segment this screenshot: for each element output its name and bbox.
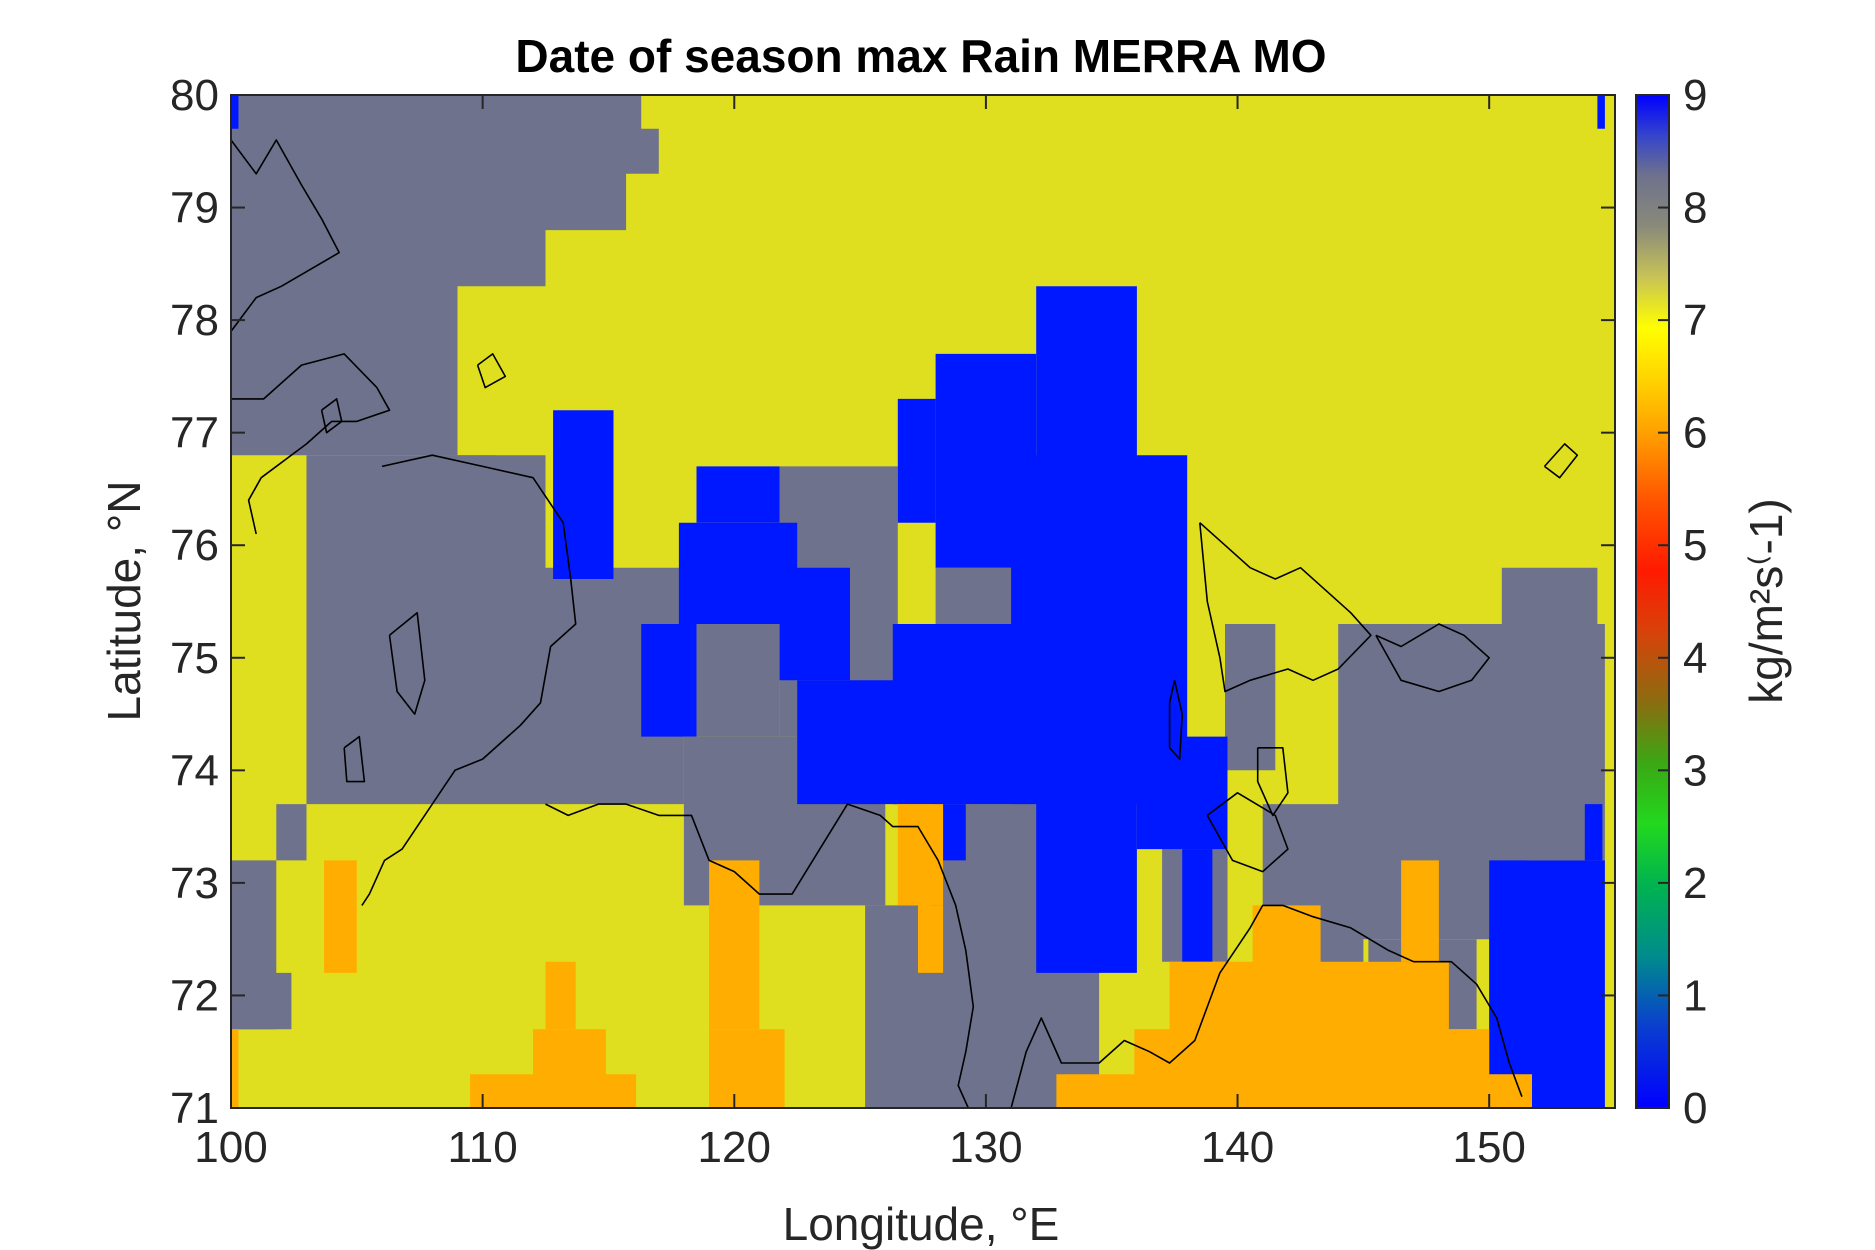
- y-tick-label-76: 76: [170, 521, 219, 570]
- region-cell-49: [1401, 860, 1439, 962]
- coastline-10: [388, 611, 426, 715]
- region-cell-34: [1489, 860, 1605, 1108]
- x-axis-label: Longitude, °E: [783, 1198, 1060, 1250]
- region-cell-26: [897, 398, 936, 523]
- region-cell-45: [897, 804, 944, 906]
- colorbar-label: kg/m²s⁽-1): [1740, 498, 1792, 704]
- x-tick-label-140: 140: [1201, 1123, 1274, 1172]
- region-cell-42: [470, 1074, 637, 1108]
- coastline-6: [1375, 623, 1490, 693]
- region-cell-24: [779, 567, 850, 681]
- coastline-8: [1168, 680, 1183, 760]
- region-cell-51: [1134, 1029, 1490, 1086]
- region-cell-9: [696, 624, 780, 737]
- region-cell-14: [1225, 624, 1276, 771]
- y-tick-label-74: 74: [170, 746, 219, 795]
- coastline-0: [231, 139, 341, 332]
- y-tick-label-72: 72: [170, 971, 219, 1020]
- colorbar-tick-label-6: 6: [1683, 409, 1707, 458]
- colorbar: 0 1 2 3 4 5 6 7 8 9: [1635, 71, 1707, 1133]
- region-cell-52: [231, 1029, 239, 1108]
- colorbar-tick-label-9: 9: [1683, 71, 1707, 120]
- y-axis-label: Latitude, °N: [98, 481, 150, 722]
- y-tick-label-80: 80: [170, 71, 219, 120]
- region-cell-44: [709, 1029, 785, 1108]
- x-tick-label-100: 100: [194, 1123, 267, 1172]
- x-tick-label-120: 120: [698, 1123, 771, 1172]
- coastline-14: [1543, 443, 1579, 479]
- y-tick-label-75: 75: [170, 634, 219, 683]
- colorbar-tick-label-5: 5: [1683, 521, 1707, 570]
- region-cell-21: [696, 466, 780, 523]
- colorbar-tick-label-3: 3: [1683, 746, 1707, 795]
- coastline-2: [361, 454, 577, 906]
- x-tick-label-110: 110: [448, 1123, 518, 1172]
- region-cell-16: [1501, 567, 1598, 624]
- coastline-1: [231, 353, 391, 535]
- region-cell-43: [709, 860, 760, 1030]
- coastline-9: [1206, 791, 1289, 873]
- coastline-11: [343, 735, 366, 783]
- coastline-7: [1256, 746, 1289, 817]
- y-tick-label-79: 79: [170, 184, 219, 233]
- region-cell-1: [306, 455, 546, 805]
- coastline-4: [1010, 904, 1523, 1108]
- plot-frame: [230, 94, 1616, 1109]
- region-cell-40: [545, 961, 576, 1030]
- y-tick-label-77: 77: [170, 409, 219, 458]
- colorbar-tick-label-4: 4: [1683, 634, 1707, 683]
- region-cell-6: [231, 972, 292, 1030]
- coastline-3: [545, 803, 975, 1108]
- region-cell-37: [1597, 95, 1605, 129]
- region-cell-36: [231, 95, 239, 129]
- y-tick-label-78: 78: [170, 296, 219, 345]
- y-tick-label-71: 71: [170, 1084, 219, 1133]
- region-cell-39: [324, 860, 357, 973]
- colorbar-tick-label-0: 0: [1683, 1084, 1707, 1133]
- colorbar-tick-label-8: 8: [1683, 184, 1707, 233]
- region-cell-46: [918, 905, 944, 973]
- colorbar-gradient: [1635, 94, 1670, 1109]
- coastline-5: [1199, 522, 1372, 693]
- region-cell-4: [276, 804, 307, 861]
- coastline-12: [476, 353, 507, 389]
- x-tick-label-130: 130: [949, 1123, 1022, 1172]
- map-plot-area: 100 110 120 130 140 150 71 72 73 74 75 76 77 78 79 80: [170, 71, 1616, 1172]
- region-cell-32: [1182, 849, 1213, 962]
- coastline-13: [320, 398, 343, 434]
- region-cell-27: [935, 353, 1037, 568]
- region-cell-2: [432, 455, 496, 624]
- region-cell-22: [678, 522, 798, 624]
- region-cell-29: [1011, 455, 1188, 805]
- region-cell-35: [1584, 804, 1603, 861]
- region-cell-0: [231, 95, 659, 456]
- colorbar-tick-label-2: 2: [1683, 859, 1707, 908]
- colorbar-tick-label-1: 1: [1683, 971, 1707, 1020]
- chart-title: Date of season max Rain MERRA MO: [515, 30, 1326, 82]
- region-cell-23: [641, 624, 697, 737]
- y-tick-label-73: 73: [170, 859, 219, 908]
- colorbar-tick-label-7: 7: [1683, 296, 1707, 345]
- region-cell-20: [553, 410, 614, 579]
- region-cell-48: [1252, 905, 1321, 973]
- region-cell-33: [935, 804, 966, 861]
- x-tick-label-150: 150: [1452, 1123, 1525, 1172]
- region-cell-31: [1136, 736, 1228, 850]
- region-cell-41: [533, 1029, 606, 1086]
- region-cell-30: [892, 624, 1049, 805]
